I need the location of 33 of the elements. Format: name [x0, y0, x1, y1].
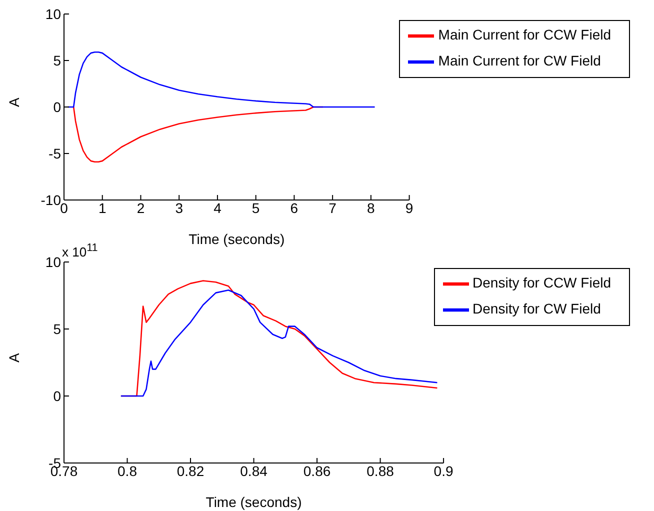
- x-tick-label: 8: [367, 200, 376, 216]
- x-tick-label: 5: [252, 200, 260, 216]
- x-axis-title: Time (seconds): [206, 494, 302, 510]
- x-tick-label: 0.82: [176, 462, 204, 479]
- x-tick-label: 0.9: [434, 462, 454, 479]
- x-tick-label: 0.86: [303, 462, 331, 479]
- y-tick-label: -5: [48, 145, 62, 162]
- y-tick-label: 10: [45, 254, 62, 270]
- x-tick-label: 1: [98, 200, 106, 216]
- y-tick-label: -10: [40, 192, 62, 208]
- legend-label: Density for CCW Field: [472, 274, 611, 291]
- y-tick-label: 0: [53, 388, 62, 404]
- y-tick-label: 5: [53, 52, 62, 68]
- x-tick-label: 3: [175, 200, 184, 216]
- x-tick-label: 0.88: [366, 462, 394, 479]
- x-tick-label: 0.8: [118, 462, 138, 479]
- legend-label: Density for CW Field: [472, 300, 601, 317]
- line-series: [67, 51, 376, 108]
- y-tick-label: 0: [53, 98, 62, 115]
- x-tick-label: 4: [214, 200, 222, 216]
- x-tick-label: 7: [328, 200, 337, 216]
- x-axis-title: Time (seconds): [188, 231, 285, 247]
- text: x 10$^{11}$: [62, 242, 98, 260]
- x-tick-label: 0.84: [240, 462, 268, 479]
- legend-label: Main Current for CW Field: [438, 52, 601, 69]
- x-tick-label: 9: [405, 200, 414, 216]
- y-axis-title: A: [6, 97, 22, 107]
- x-tick-label: 6: [290, 200, 298, 216]
- y-tick-label: 5: [53, 320, 62, 337]
- x-tick-label: 2: [136, 200, 145, 216]
- y-tick-label: 10: [45, 6, 62, 22]
- y-axis-title: A: [6, 352, 22, 362]
- legend-label: Main Current for CCW Field: [438, 26, 611, 43]
